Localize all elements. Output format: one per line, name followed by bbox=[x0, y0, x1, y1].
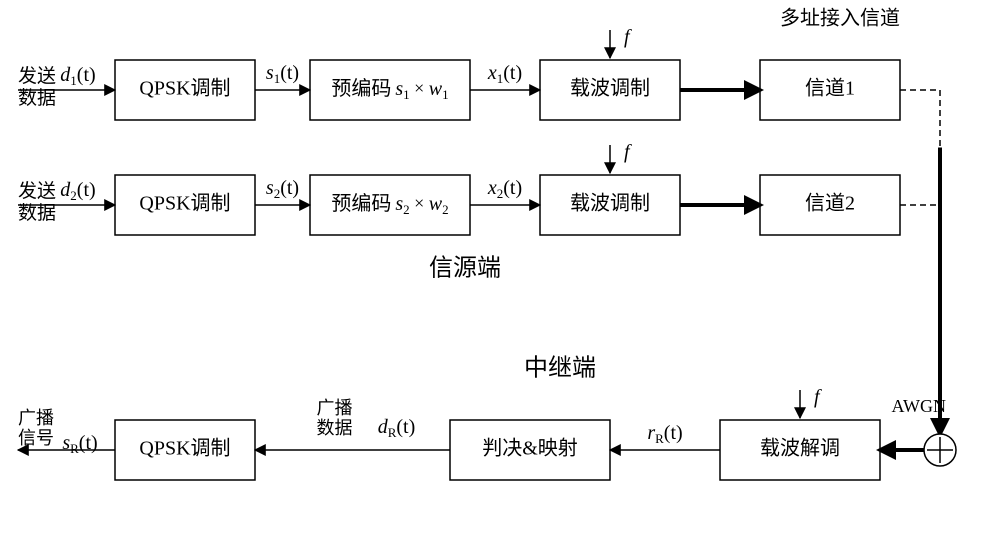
channel-2-label: 信道2 bbox=[805, 192, 855, 215]
diagram-canvas: 多址接入信道QPSK调制预编码 s1 × w1载波调制信道1QPSK调制预编码 … bbox=[0, 0, 1000, 543]
qpsk-mod-1-label: QPSK调制 bbox=[139, 77, 230, 100]
d2-label: d2(t) bbox=[60, 179, 95, 203]
section-source-label: 信源端 bbox=[429, 255, 501, 282]
svg-text:广播信号: 广播信号 bbox=[18, 408, 54, 448]
precode-1-label: 预编码 s1 × w1 bbox=[331, 77, 448, 102]
precode-2-label: 预编码 s2 × w2 bbox=[331, 192, 448, 217]
x2-label: x2(t) bbox=[487, 177, 522, 201]
x1-label: x1(t) bbox=[487, 62, 522, 86]
f-symbol: f bbox=[814, 386, 822, 408]
carrier-mod-2-label: 载波调制 bbox=[570, 192, 650, 215]
d1-label: d1(t) bbox=[60, 64, 95, 88]
awgn-label: AWGN bbox=[891, 396, 946, 416]
channel-1-label: 信道1 bbox=[805, 77, 855, 100]
svg-text:发送数据: 发送数据 bbox=[18, 180, 56, 224]
svg-text:发送数据: 发送数据 bbox=[18, 65, 56, 109]
s2-label: s2(t) bbox=[266, 177, 299, 201]
s1-label: s1(t) bbox=[266, 62, 299, 86]
svg-text:广播数据: 广播数据 bbox=[317, 398, 353, 438]
carrier-demod-label: 载波解调 bbox=[760, 437, 840, 460]
f-symbol: f bbox=[624, 26, 632, 48]
title-mac: 多址接入信道 bbox=[780, 7, 900, 30]
carrier-mod-1-label: 载波调制 bbox=[570, 77, 650, 100]
decide-map-label: 判决&映射 bbox=[482, 437, 578, 460]
section-relay-label: 中继端 bbox=[524, 355, 596, 382]
f-symbol: f bbox=[624, 141, 632, 163]
dR-label: dR(t) bbox=[378, 416, 416, 440]
rR-label: rR(t) bbox=[647, 422, 682, 446]
qpsk-mod-relay-label: QPSK调制 bbox=[139, 437, 230, 460]
sR-label: sR(t) bbox=[62, 432, 97, 456]
qpsk-mod-2-label: QPSK调制 bbox=[139, 192, 230, 215]
